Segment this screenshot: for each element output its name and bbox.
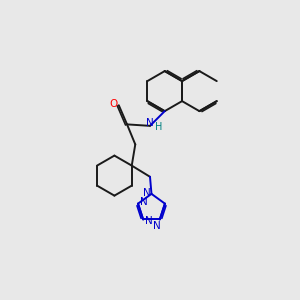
Text: N: N	[146, 118, 154, 128]
Text: H: H	[154, 122, 162, 132]
Text: N: N	[140, 197, 148, 207]
Text: N: N	[145, 216, 153, 226]
Text: N: N	[153, 221, 161, 231]
Text: N: N	[142, 188, 150, 198]
Text: O: O	[110, 99, 118, 109]
